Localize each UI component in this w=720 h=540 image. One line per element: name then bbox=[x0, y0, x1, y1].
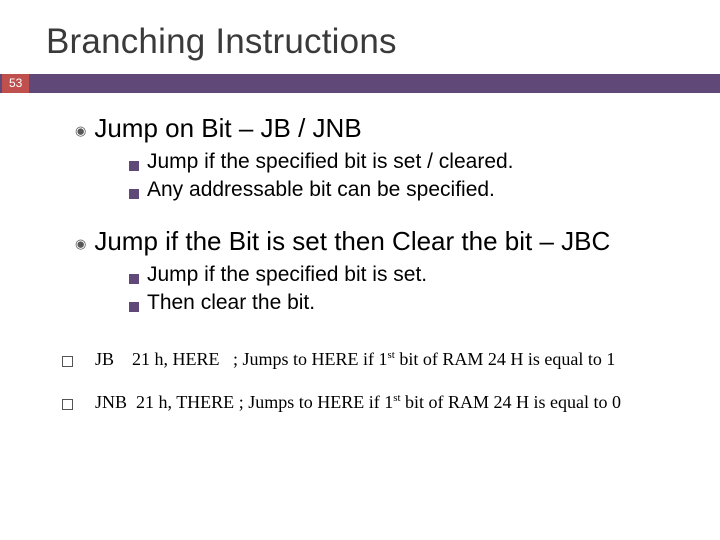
code-examples: JB 21 h, HERE ; Jumps to HERE if 1st bit… bbox=[0, 339, 720, 413]
bullet-level1: ◉ Jump if the Bit is set then Clear the … bbox=[75, 226, 680, 257]
target-icon: ◉ bbox=[75, 123, 86, 139]
code-line: JB 21 h, HERE ; Jumps to HERE if 1st bit… bbox=[62, 349, 690, 370]
level2-group: Jump if the specified bit is set / clear… bbox=[75, 150, 680, 202]
level2-text: Jump if the specified bit is set. bbox=[147, 263, 427, 287]
level2-group: Jump if the specified bit is set. Then c… bbox=[75, 263, 680, 315]
code-text: JNB 21 h, THERE ; Jumps to HERE if 1st b… bbox=[95, 392, 621, 413]
bullet-level2: Jump if the specified bit is set. bbox=[129, 263, 680, 287]
square-icon bbox=[129, 302, 139, 312]
page-bar: 53 bbox=[0, 74, 720, 93]
square-icon bbox=[129, 274, 139, 284]
slide-title: Branching Instructions bbox=[0, 0, 720, 74]
level2-text: Jump if the specified bit is set / clear… bbox=[147, 150, 514, 174]
hollow-square-icon bbox=[62, 399, 73, 410]
level1-text: Jump on Bit – JB / JNB bbox=[94, 113, 361, 144]
bullet-level2: Any addressable bit can be specified. bbox=[129, 178, 680, 202]
slide: Branching Instructions 53 ◉ Jump on Bit … bbox=[0, 0, 720, 540]
level1-text: Jump if the Bit is set then Clear the bi… bbox=[94, 226, 610, 257]
target-icon: ◉ bbox=[75, 236, 86, 252]
level2-text: Then clear the bit. bbox=[147, 291, 315, 315]
square-icon bbox=[129, 189, 139, 199]
bullet-level1: ◉ Jump on Bit – JB / JNB bbox=[75, 113, 680, 144]
code-text: JB 21 h, HERE ; Jumps to HERE if 1st bit… bbox=[95, 349, 615, 370]
level2-text: Any addressable bit can be specified. bbox=[147, 178, 495, 202]
page-number-badge: 53 bbox=[2, 74, 29, 93]
square-icon bbox=[129, 161, 139, 171]
content-area: ◉ Jump on Bit – JB / JNB Jump if the spe… bbox=[0, 95, 720, 315]
bullet-level2: Jump if the specified bit is set / clear… bbox=[129, 150, 680, 174]
hollow-square-icon bbox=[62, 356, 73, 367]
code-line: JNB 21 h, THERE ; Jumps to HERE if 1st b… bbox=[62, 392, 690, 413]
bullet-level2: Then clear the bit. bbox=[129, 291, 680, 315]
